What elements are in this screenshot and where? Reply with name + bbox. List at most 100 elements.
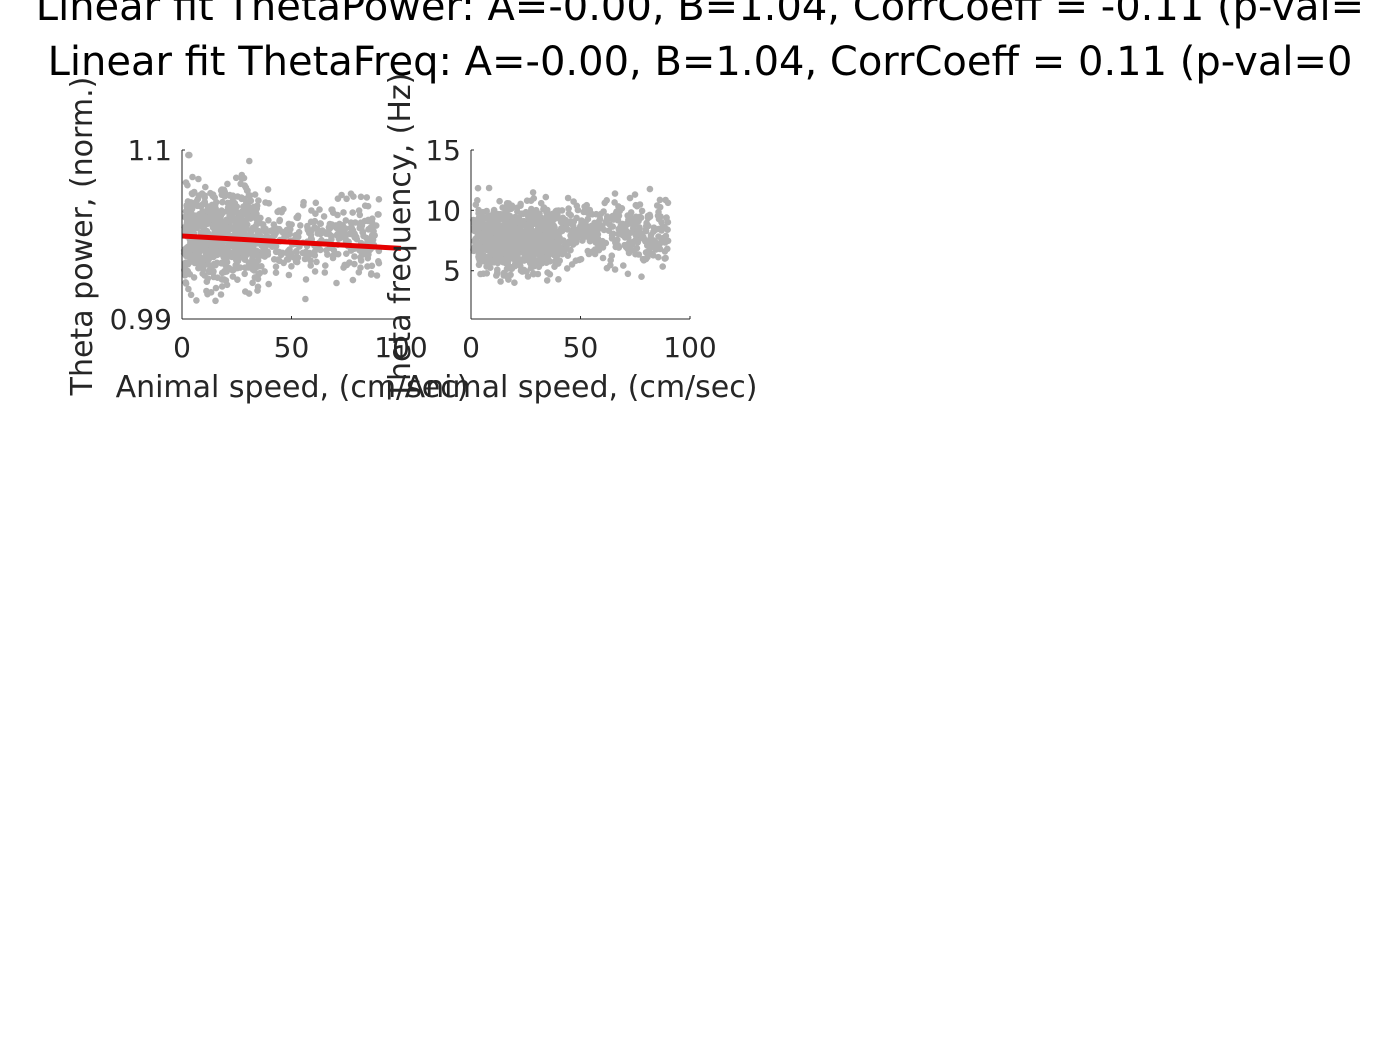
theta-power-point — [218, 259, 225, 267]
theta-frequency-point — [517, 262, 524, 270]
theta-frequency-point — [552, 229, 560, 236]
theta-frequency-point — [658, 219, 665, 226]
theta-power-point — [375, 196, 383, 203]
theta-frequency-point — [535, 233, 542, 240]
theta-power-point — [183, 219, 191, 227]
theta-frequency-point — [557, 228, 565, 235]
theta-power-point — [245, 192, 253, 199]
theta-power-point — [197, 203, 205, 210]
theta-power-point — [285, 271, 293, 279]
theta-frequency-point — [497, 278, 504, 285]
theta-power-point — [219, 198, 226, 206]
theta-power-point — [222, 217, 229, 225]
theta-frequency-x-label: Animal speed, (cm/sec) — [405, 370, 758, 405]
theta-power-point — [201, 256, 208, 264]
theta-frequency-panel: 0 50 100 5 10 15 Animal speed, (cm/sec) Theta… — [383, 73, 757, 405]
theta-power-point — [185, 199, 193, 207]
theta-power-point — [302, 276, 310, 283]
theta-power-point — [272, 269, 280, 277]
theta-frequency-point — [609, 223, 616, 230]
theta-frequency-point — [474, 233, 482, 240]
theta-frequency-point — [486, 255, 493, 263]
theta-frequency-point — [530, 270, 537, 277]
theta-frequency-point — [547, 214, 554, 222]
theta-frequency-point — [527, 197, 535, 204]
theta-frequency-point — [474, 184, 482, 192]
theta-frequency-point — [476, 239, 483, 246]
theta-frequency-point — [472, 221, 480, 228]
theta-power-point — [307, 262, 315, 269]
theta-power-point — [272, 263, 280, 271]
theta-frequency-point — [655, 233, 662, 240]
theta-power-point — [294, 212, 302, 220]
theta-power-point — [285, 220, 293, 228]
theta-power-point — [276, 217, 283, 225]
theta-power-point — [342, 235, 349, 242]
theta-power-point — [186, 270, 194, 278]
theta-power-point — [209, 269, 217, 276]
theta-frequency-point — [557, 218, 565, 226]
theta-frequency-point — [588, 227, 595, 235]
theta-power-point — [265, 217, 272, 224]
theta-frequency-point — [493, 272, 500, 279]
theta-frequency-point — [489, 211, 496, 219]
theta-frequency-point — [486, 237, 493, 245]
theta-power-point — [243, 245, 251, 253]
theta-power-point — [235, 249, 242, 256]
theta-power-point — [182, 280, 190, 287]
theta-power-point — [355, 207, 363, 214]
theta-power-point — [212, 284, 220, 292]
theta-power-point — [232, 204, 239, 212]
theta-frequency-point — [662, 232, 670, 240]
theta-frequency-point — [572, 236, 580, 244]
theta-frequency-point — [546, 271, 554, 278]
theta-power-point — [229, 273, 237, 280]
theta-frequency-point — [517, 243, 524, 250]
theta-frequency-point — [661, 255, 669, 262]
theta-frequency-y-tick-label: 15 — [425, 134, 461, 167]
theta-frequency-point — [536, 210, 543, 218]
theta-power-point — [279, 249, 287, 257]
theta-frequency-point — [539, 254, 547, 262]
theta-frequency-point — [633, 244, 641, 252]
theta-frequency-point — [564, 252, 572, 259]
theta-frequency-point — [651, 226, 659, 234]
theta-frequency-point — [500, 269, 508, 277]
theta-frequency-point — [565, 205, 572, 212]
theta-frequency-point — [543, 225, 550, 233]
theta-power-y-tick-label: 0.99 — [110, 303, 172, 336]
theta-frequency-point — [529, 189, 537, 196]
theta-power-point — [238, 171, 246, 179]
theta-frequency-point — [492, 249, 499, 257]
theta-frequency-point — [663, 214, 670, 222]
theta-frequency-point — [642, 255, 650, 263]
theta-frequency-point — [567, 211, 574, 219]
theta-power-point — [247, 197, 254, 205]
theta-power-point — [272, 243, 280, 250]
theta-power-point — [316, 220, 324, 227]
theta-frequency-point — [626, 213, 633, 221]
theta-power-point — [373, 272, 381, 279]
theta-power-point — [363, 194, 371, 201]
theta-power-point — [196, 219, 203, 227]
theta-power-point — [292, 232, 299, 239]
theta-power-point — [323, 247, 330, 254]
theta-frequency-point — [593, 221, 600, 228]
theta-frequency-point — [632, 201, 640, 209]
theta-power-point — [249, 226, 256, 233]
theta-frequency-point — [611, 190, 619, 197]
theta-frequency-point — [595, 239, 602, 247]
figure-title: Linear fit ThetaPower: A=-0.00, B=1.04, … — [36, 0, 1364, 85]
theta-frequency-point — [536, 226, 544, 233]
theta-power-x-label: Animal speed, (cm/sec) — [116, 370, 469, 405]
theta-frequency-point — [636, 213, 644, 221]
theta-frequency-point — [604, 213, 611, 220]
theta-power-point — [220, 186, 228, 194]
theta-frequency-point — [503, 200, 511, 207]
theta-power-point — [217, 213, 224, 220]
theta-power-point — [356, 221, 364, 229]
theta-power-point — [360, 247, 368, 254]
theta-power-point — [300, 198, 307, 206]
theta-frequency-point — [543, 209, 550, 216]
theta-power-point — [265, 280, 273, 288]
